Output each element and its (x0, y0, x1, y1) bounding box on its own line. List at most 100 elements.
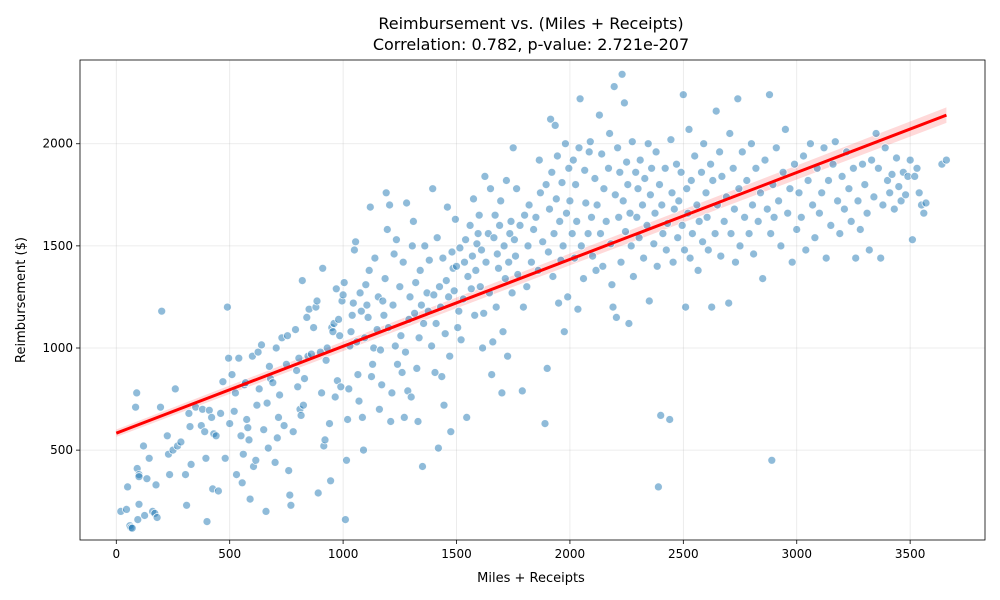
data-point (622, 157, 631, 167)
data-point (626, 241, 636, 251)
data-point (646, 190, 655, 200)
data-point (491, 302, 501, 312)
data-point (756, 188, 765, 198)
data-point (446, 427, 456, 437)
data-point (656, 410, 666, 420)
data-point (576, 241, 586, 251)
data-point (748, 200, 757, 210)
data-point (453, 323, 463, 333)
chart-subtitle: Correlation: 0.782, p-value: 2.721e-207 (373, 35, 689, 54)
data-point (919, 208, 929, 218)
data-point (519, 302, 528, 312)
data-point (283, 331, 292, 341)
data-point (481, 257, 491, 267)
data-point (401, 347, 410, 357)
data-point (894, 182, 904, 192)
data-point (302, 312, 312, 322)
data-point (728, 163, 738, 173)
y-tick-label: 500 (50, 443, 73, 457)
data-point (707, 302, 717, 312)
data-point (387, 388, 397, 398)
data-point (288, 427, 298, 437)
data-point (878, 200, 888, 210)
data-point (511, 251, 520, 261)
data-point (420, 241, 430, 251)
data-point (408, 216, 418, 226)
data-point (912, 163, 922, 173)
data-point (406, 392, 416, 402)
data-point (465, 220, 475, 230)
data-point (914, 188, 924, 198)
data-point (390, 341, 400, 351)
data-point (651, 147, 661, 157)
data-point (331, 284, 341, 294)
data-point (624, 319, 634, 328)
data-point (494, 263, 503, 273)
data-point (243, 423, 253, 433)
data-point (735, 241, 745, 251)
data-point (751, 163, 761, 173)
data-point (298, 400, 308, 410)
data-point (647, 163, 656, 173)
data-point (144, 453, 154, 463)
data-point (274, 412, 283, 422)
data-point (355, 288, 365, 298)
data-point (559, 327, 569, 337)
data-point (456, 335, 466, 345)
data-point (631, 167, 641, 177)
data-point (211, 431, 221, 441)
data-point (608, 302, 618, 312)
data-point (808, 200, 817, 210)
data-point (388, 300, 398, 310)
data-point (826, 220, 836, 230)
data-point (765, 90, 774, 100)
data-point (261, 506, 271, 516)
data-point (449, 286, 459, 296)
data-point (536, 188, 545, 198)
data-point (716, 251, 726, 261)
data-point (892, 153, 901, 163)
data-point (565, 196, 575, 206)
data-point (725, 129, 735, 138)
data-point (201, 453, 211, 463)
data-point (254, 384, 264, 394)
data-point (699, 139, 709, 149)
data-point (590, 174, 600, 183)
data-point (942, 155, 951, 165)
data-point (165, 470, 175, 480)
data-point (607, 280, 617, 290)
data-point (766, 229, 776, 239)
data-point (354, 396, 364, 406)
points-layer (116, 69, 951, 533)
data-point (652, 261, 662, 271)
data-point (433, 443, 443, 453)
data-point (701, 188, 711, 198)
data-point (442, 202, 452, 212)
data-point (561, 139, 570, 149)
data-point (564, 163, 574, 173)
data-point (703, 245, 713, 255)
data-point (504, 257, 514, 267)
data-point (325, 419, 334, 429)
data-point (312, 296, 322, 306)
data-point (643, 139, 653, 149)
data-point (259, 425, 269, 435)
data-point (346, 327, 356, 337)
data-point (292, 366, 302, 375)
data-point (424, 255, 434, 265)
data-point (181, 470, 190, 480)
data-point (568, 155, 578, 165)
data-point (860, 180, 870, 190)
data-point (555, 216, 565, 226)
data-point (496, 196, 506, 206)
data-point (386, 417, 396, 426)
data-point (776, 241, 786, 251)
data-point (361, 280, 371, 290)
data-point (633, 184, 643, 194)
data-point (676, 167, 686, 177)
data-point (774, 196, 783, 206)
data-point (396, 331, 406, 341)
x-axis-ticks: 0 500 1000 1500 2000 2500 3000 3500 (112, 540, 925, 561)
data-point (794, 188, 804, 198)
data-point (363, 312, 373, 322)
